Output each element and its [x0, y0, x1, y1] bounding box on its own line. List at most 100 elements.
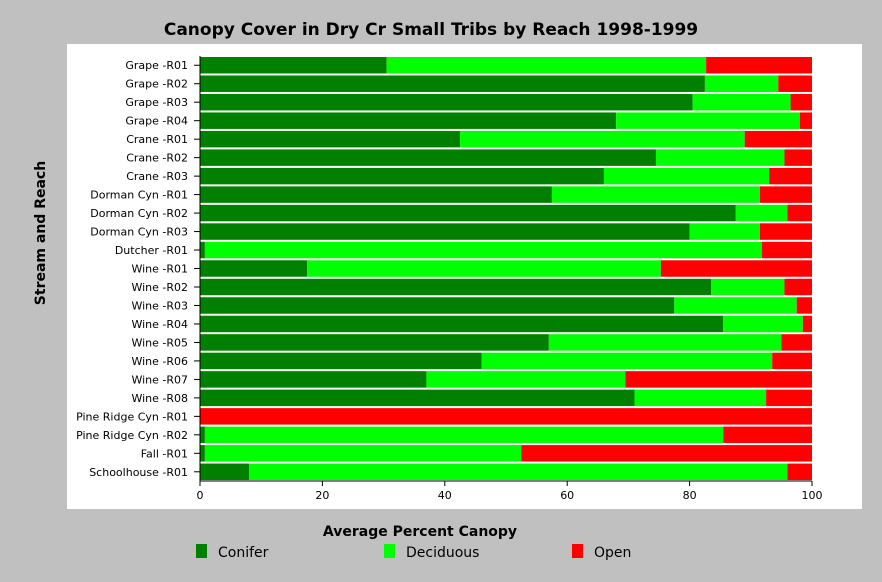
- bar-conifer-8: [200, 204, 736, 222]
- bar-deciduous-22: [248, 463, 788, 481]
- bar-open-17: [625, 371, 812, 388]
- category-label: Wine -R08: [131, 392, 188, 405]
- bar-conifer-14: [200, 315, 724, 333]
- category-label: Crane -R02: [126, 152, 188, 165]
- legend-label-conifer: Conifer: [218, 545, 269, 561]
- category-label: Wine -R07: [131, 373, 188, 386]
- bar-deciduous-7: [551, 186, 760, 203]
- bar-open-3: [799, 112, 812, 129]
- bar-conifer-2: [200, 93, 693, 111]
- category-label: Wine -R04: [131, 318, 188, 331]
- x-tick-label: 60: [560, 489, 574, 502]
- bar-conifer-21: [200, 445, 205, 462]
- category-label: Schoolhouse -R01: [89, 466, 188, 479]
- bar-deciduous-8: [735, 204, 788, 222]
- bar-open-22: [787, 463, 812, 481]
- legend-swatch-conifer: [196, 544, 207, 558]
- category-label: Grape -R02: [125, 78, 188, 91]
- bar-open-11: [660, 260, 812, 277]
- legend: Conifer Deciduous Open: [196, 544, 631, 561]
- x-tick-label: 0: [197, 489, 204, 502]
- bar-deciduous-11: [307, 260, 661, 277]
- bar-conifer-1: [200, 75, 705, 92]
- legend-swatch-open: [572, 544, 583, 558]
- bar-open-4: [744, 130, 812, 148]
- bar-open-15: [781, 334, 812, 351]
- bar-conifer-0: [200, 57, 387, 74]
- category-label: Dutcher -R01: [115, 244, 188, 257]
- bar-conifer-17: [200, 371, 427, 388]
- bar-open-9: [759, 223, 812, 240]
- category-label: Grape -R03: [125, 96, 188, 109]
- bar-open-8: [787, 204, 812, 222]
- bar-deciduous-5: [655, 149, 785, 166]
- category-label: Crane -R01: [126, 133, 188, 146]
- x-tick-label: 100: [802, 489, 823, 502]
- legend-swatch-deciduous: [384, 544, 395, 558]
- bar-conifer-22: [200, 463, 249, 481]
- legend-label-open: Open: [594, 545, 631, 561]
- bars-group: [200, 57, 812, 481]
- bar-open-20: [723, 426, 812, 444]
- bar-open-10: [761, 241, 812, 259]
- category-label: Pine Ridge Cyn -R01: [76, 410, 188, 423]
- legend-label-deciduous: Deciduous: [406, 545, 479, 561]
- x-tick-label: 20: [315, 489, 329, 502]
- bar-open-7: [759, 186, 812, 203]
- bar-deciduous-0: [386, 57, 707, 74]
- bar-open-14: [802, 315, 812, 333]
- category-labels: Grape -R01 Grape -R02 Grape -R03 Grape -R04…: [76, 59, 200, 479]
- category-label: Grape -R01: [125, 59, 188, 72]
- bar-deciduous-13: [674, 297, 797, 314]
- bar-conifer-4: [200, 130, 461, 148]
- bar-conifer-18: [200, 389, 635, 407]
- bar-deciduous-20: [204, 426, 724, 444]
- bar-conifer-7: [200, 186, 552, 203]
- bar-deciduous-1: [704, 75, 779, 92]
- bar-deciduous-2: [692, 93, 791, 111]
- category-label: Wine -R05: [131, 336, 188, 349]
- bar-conifer-15: [200, 334, 549, 351]
- category-label: Wine -R02: [131, 281, 188, 294]
- bar-open-21: [521, 445, 812, 462]
- category-label: Pine Ridge Cyn -R02: [76, 429, 188, 442]
- bar-deciduous-4: [460, 130, 745, 148]
- x-axis-title: Average Percent Canopy: [323, 524, 517, 540]
- x-tick-label: 40: [438, 489, 452, 502]
- category-label: Crane -R03: [126, 170, 188, 183]
- bar-deciduous-18: [634, 389, 767, 407]
- category-label: Grape -R04: [125, 115, 188, 128]
- bar-conifer-5: [200, 149, 656, 166]
- chart-title: Canopy Cover in Dry Cr Small Tribs by Re…: [164, 20, 698, 40]
- bar-deciduous-12: [711, 278, 785, 296]
- x-axis: 0 20 40 60 80 100: [197, 56, 823, 502]
- bar-deciduous-17: [426, 371, 626, 388]
- category-label: Wine -R06: [131, 355, 188, 368]
- category-label: Wine -R03: [131, 299, 188, 312]
- bar-open-6: [769, 167, 812, 185]
- category-label: Fall -R01: [141, 447, 188, 460]
- bar-open-0: [706, 57, 812, 74]
- bar-conifer-9: [200, 223, 690, 240]
- y-axis-title: Stream and Reach: [33, 161, 49, 305]
- bar-deciduous-9: [689, 223, 760, 240]
- bar-conifer-13: [200, 297, 675, 314]
- bar-conifer-12: [200, 278, 712, 296]
- bar-open-12: [784, 278, 812, 296]
- bar-conifer-6: [200, 167, 604, 185]
- bar-conifer-10: [200, 241, 205, 259]
- bar-deciduous-21: [204, 445, 522, 462]
- bar-deciduous-3: [616, 112, 800, 129]
- category-label: Dorman Cyn -R03: [90, 226, 188, 239]
- bar-open-5: [784, 149, 812, 166]
- bar-open-1: [778, 75, 812, 92]
- category-label: Wine -R01: [131, 263, 188, 276]
- bar-deciduous-6: [603, 167, 770, 185]
- bar-conifer-20: [200, 426, 205, 444]
- bar-deciduous-10: [204, 241, 762, 259]
- bar-open-13: [796, 297, 812, 314]
- bar-deciduous-16: [481, 352, 773, 370]
- bar-conifer-3: [200, 112, 617, 129]
- bar-deciduous-15: [548, 334, 782, 351]
